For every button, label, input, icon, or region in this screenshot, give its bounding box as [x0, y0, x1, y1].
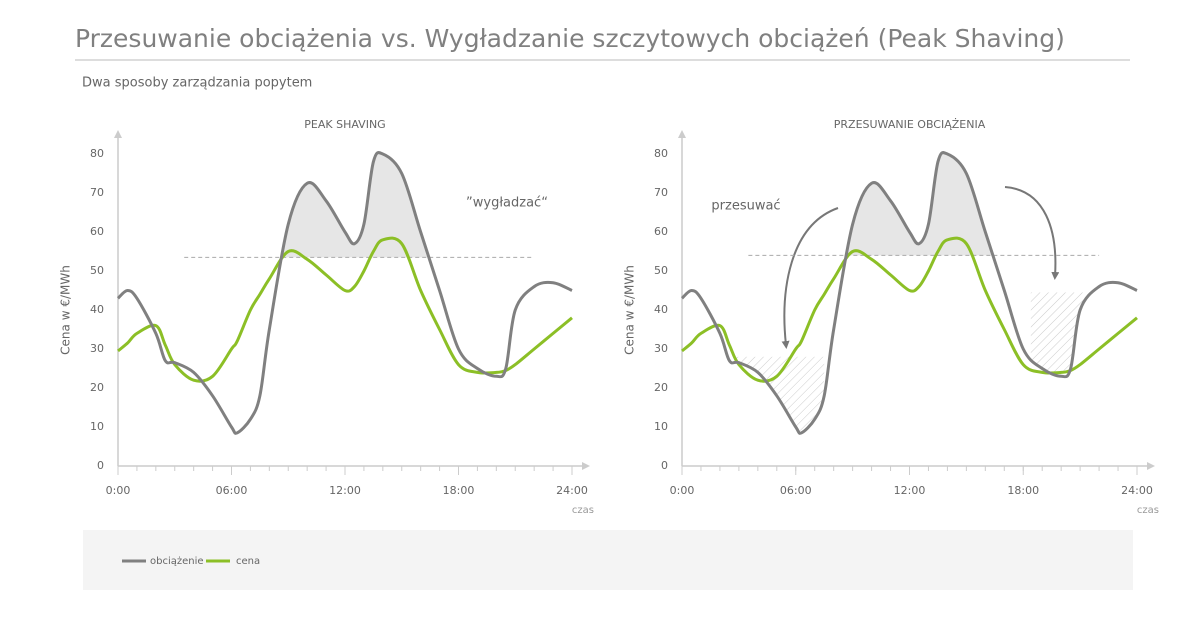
legend-label: cena [236, 556, 260, 567]
y-tick-label: 70 [654, 186, 668, 199]
y-tick-label: 20 [90, 381, 104, 394]
y-axis-arrow [114, 130, 122, 138]
y-tick-label: 20 [654, 381, 668, 394]
page-title: Przesuwanie obciążenia vs. Wygładzanie s… [75, 24, 1065, 53]
y-tick-label: 10 [654, 420, 668, 433]
series-line [681, 236, 1138, 383]
y-axis-label: Cena w €/MWh [623, 265, 637, 355]
x-tick-label: 0:00 [106, 484, 131, 497]
legend-label: obciążenie [150, 556, 204, 567]
y-tick-label: 30 [90, 342, 104, 355]
y-tick-label: 50 [90, 264, 104, 277]
x-axis-arrow [1147, 462, 1155, 470]
y-tick-label: 40 [90, 303, 104, 316]
y-tick-label: 40 [654, 303, 668, 316]
page-subtitle: Dwa sposoby zarządzania popytem [82, 76, 312, 91]
y-tick-label: 10 [90, 420, 104, 433]
subplot-title: PEAK SHAVING [304, 118, 385, 131]
annotation: przesuwać [711, 199, 780, 214]
x-tick-label: 12:00 [329, 484, 361, 497]
y-tick-label: 60 [90, 225, 104, 238]
legend-box [83, 530, 1133, 590]
x-tick-label: 0:00 [670, 484, 695, 497]
x-axis-label: czas [1137, 505, 1159, 516]
series-line [116, 151, 573, 435]
x-tick-label: 24:00 [1121, 484, 1153, 497]
x-tick-label: 06:00 [216, 484, 248, 497]
y-axis-label: Cena w €/MWh [59, 265, 73, 355]
y-tick-label: 80 [654, 147, 668, 160]
y-tick-label: 60 [654, 225, 668, 238]
x-tick-label: 18:00 [443, 484, 475, 497]
y-tick-label: 0 [97, 459, 104, 472]
series-line [117, 236, 573, 383]
y-axis-arrow [678, 130, 686, 138]
x-axis-arrow [582, 462, 590, 470]
x-tick-label: 06:00 [780, 484, 812, 497]
x-tick-label: 24:00 [556, 484, 588, 497]
annotation: ”wygładzać“ [466, 196, 548, 211]
subplot-title: PRZESUWANIE OBCIĄŻENIA [834, 118, 986, 131]
shifted-block [1030, 292, 1096, 434]
y-tick-label: 80 [90, 147, 104, 160]
x-tick-label: 18:00 [1007, 484, 1039, 497]
y-tick-label: 50 [654, 264, 668, 277]
y-tick-label: 0 [661, 459, 668, 472]
series-line [680, 151, 1138, 435]
x-tick-label: 12:00 [894, 484, 926, 497]
y-tick-label: 70 [90, 186, 104, 199]
y-tick-label: 30 [654, 342, 668, 355]
x-axis-label: czas [572, 505, 594, 516]
